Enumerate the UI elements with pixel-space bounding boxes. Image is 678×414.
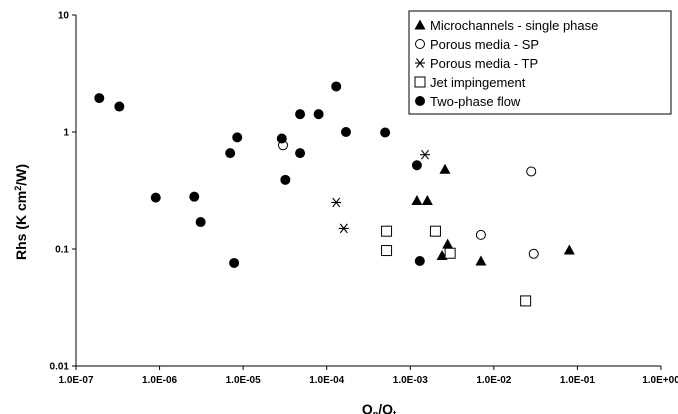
x-tick-label: 1.0E-01 <box>560 375 595 386</box>
data-point <box>295 109 306 120</box>
data-point <box>475 229 486 240</box>
series-3 <box>381 225 532 307</box>
data-point <box>150 192 161 203</box>
y-tick-label: 0.01 <box>50 362 70 373</box>
data-point <box>295 148 306 159</box>
data-point <box>225 148 236 159</box>
data-point <box>313 109 324 120</box>
data-point <box>420 149 431 160</box>
data-point <box>276 133 287 144</box>
data-point <box>526 166 537 177</box>
data-point <box>421 194 433 205</box>
y-axis-title: Rhs (K cm2/W) <box>13 164 29 260</box>
x-tick-label: 1.0E-06 <box>142 375 177 386</box>
legend-marker <box>414 19 426 30</box>
legend-box <box>408 10 672 115</box>
data-point <box>475 255 487 266</box>
axes <box>72 14 662 370</box>
data-points <box>94 81 575 307</box>
data-point <box>229 257 240 268</box>
series-4 <box>94 81 425 268</box>
data-point <box>381 245 393 257</box>
data-point <box>331 81 342 92</box>
series-0 <box>411 163 575 266</box>
data-point <box>114 101 125 112</box>
legend-label: Jet impingement <box>430 75 526 90</box>
legend-marker <box>415 96 425 106</box>
legend-label: Porous media - SP <box>430 37 539 52</box>
y-tick-label: 1 <box>63 128 69 139</box>
x-tick-label: 1.0E-05 <box>226 375 261 386</box>
data-point <box>232 132 243 143</box>
y-tick-label: 10 <box>58 11 70 22</box>
asterisk-stroke <box>421 149 429 160</box>
legend-marker <box>414 76 426 88</box>
x-tick-label: 1.0E+00 <box>642 375 678 386</box>
series-2 <box>331 149 431 234</box>
x-axis-title: Qn/Qt <box>362 401 396 414</box>
data-point <box>94 93 105 104</box>
data-point <box>411 194 423 205</box>
data-point <box>381 225 393 237</box>
data-point <box>331 197 342 208</box>
legend-label: Microchannels - single phase <box>430 18 598 33</box>
asterisk-stroke <box>332 197 341 208</box>
x-tick-label: 1.0E-02 <box>476 375 511 386</box>
data-point <box>429 225 441 237</box>
y-tick-label: 0.1 <box>55 245 69 256</box>
x-tick-label: 1.0E-04 <box>309 375 344 386</box>
legend-label: Two-phase flow <box>430 94 521 109</box>
series-1 <box>278 140 539 259</box>
data-point <box>380 127 391 138</box>
data-point <box>280 174 291 185</box>
legend: Microchannels - single phase Porous media… <box>408 10 672 115</box>
data-point <box>340 127 351 137</box>
x-tick-label: 1.0E-07 <box>58 375 93 386</box>
legend-marker <box>415 58 425 68</box>
data-point <box>528 248 539 259</box>
x-tick-label: 1.0E-03 <box>393 375 428 386</box>
legend-label: Porous media - TP <box>430 56 538 71</box>
data-point <box>442 238 454 249</box>
data-point <box>338 223 349 234</box>
tick-labels: 1.0E-07 1.0E-06 1.0E-05 1.0E-04 1.0E-03 1.0E-… <box>50 11 678 387</box>
data-point <box>414 255 425 266</box>
data-point <box>411 160 422 171</box>
data-point <box>439 163 451 174</box>
asterisk-stroke <box>416 58 424 68</box>
asterisk-stroke <box>339 223 348 234</box>
data-point <box>195 217 206 228</box>
data-point <box>520 295 532 307</box>
data-point <box>563 244 575 255</box>
data-point <box>444 247 456 259</box>
legend-marker <box>415 39 425 49</box>
data-point <box>189 191 200 202</box>
